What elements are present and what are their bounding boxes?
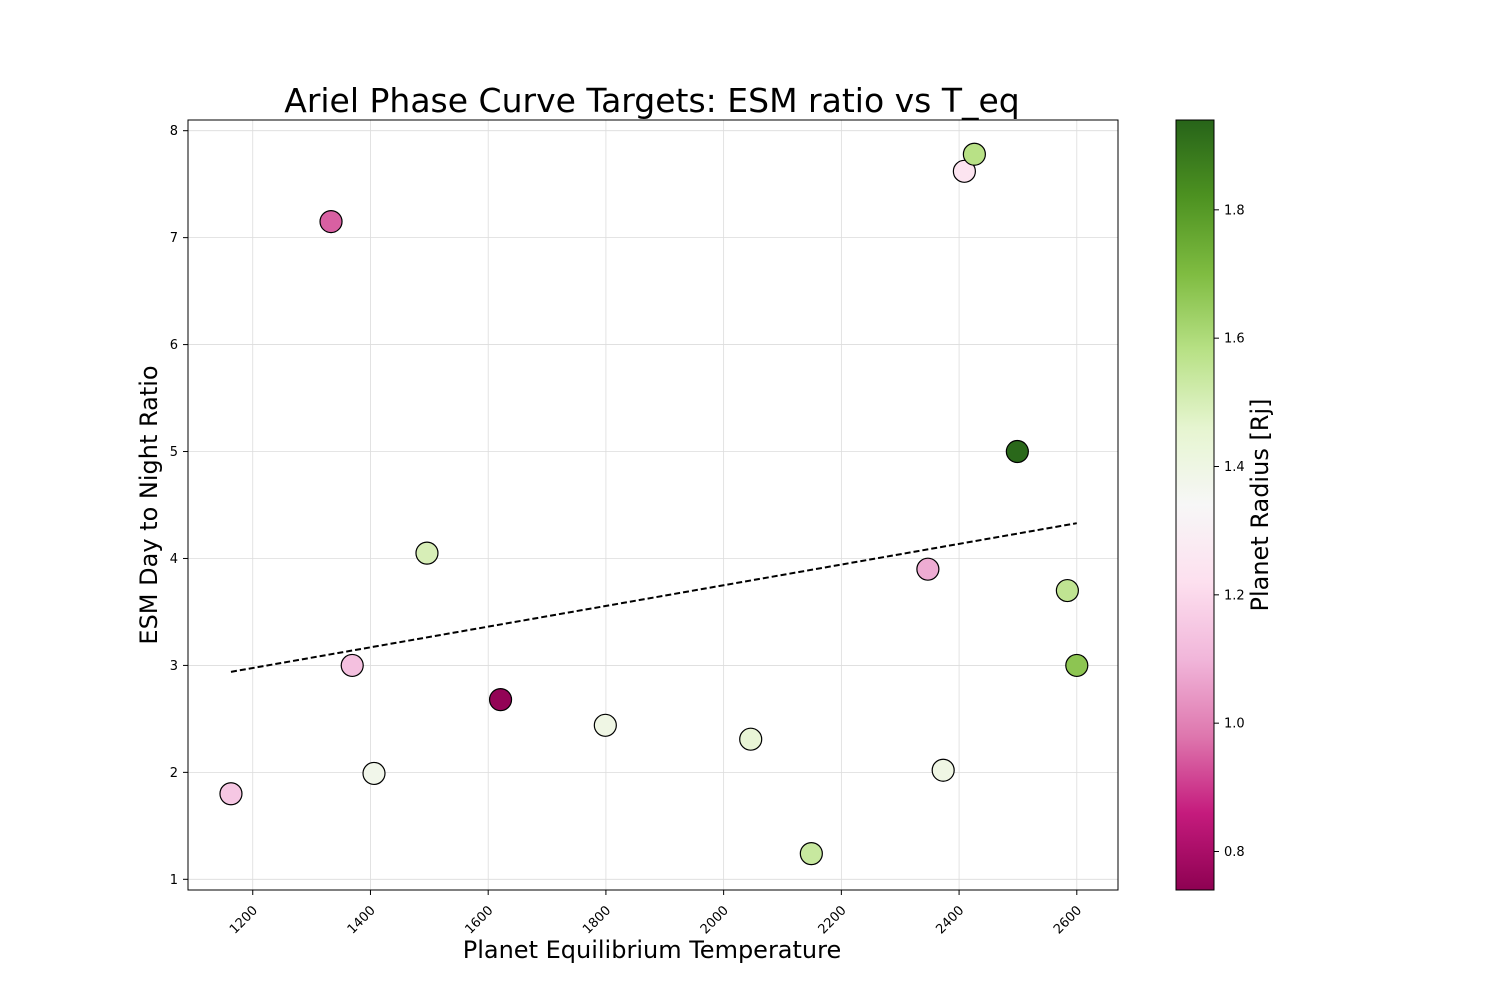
data-point xyxy=(593,713,617,737)
data-point xyxy=(219,782,243,806)
y-tick-label: 3 xyxy=(170,659,178,674)
y-tick-label: 1 xyxy=(170,873,178,888)
y-tick-label: 2 xyxy=(170,766,178,781)
y-tick-label: 4 xyxy=(170,552,178,567)
chart-title: Ariel Phase Curve Targets: ESM ratio vs … xyxy=(284,81,1020,120)
y-tick-label: 6 xyxy=(170,338,178,353)
trendline-layer xyxy=(230,522,1077,673)
x-tick-label: 1800 xyxy=(580,903,614,937)
x-axis-ticks: 1200 1400 1600 1800 2000 2200 2400 2600 xyxy=(227,890,1085,937)
data-point xyxy=(319,209,343,234)
x-tick-label: 1600 xyxy=(462,903,496,937)
y-tick-label: 5 xyxy=(170,445,178,460)
y-tick-label: 8 xyxy=(170,124,178,139)
x-tick-label: 2600 xyxy=(1051,903,1085,937)
grid xyxy=(188,120,1118,890)
plot-frame xyxy=(187,119,1119,891)
x-tick-label: 1400 xyxy=(345,903,379,937)
data-point xyxy=(488,688,513,712)
colorbar-label: Planet Radius [Rj] xyxy=(1246,398,1274,611)
data-point xyxy=(362,761,386,786)
trendline xyxy=(230,522,1077,673)
colorbar-tick-label: 1.6 xyxy=(1224,332,1245,347)
colorbar-tick-label: 1.2 xyxy=(1224,588,1245,603)
x-tick-label: 2400 xyxy=(933,903,967,937)
data-point xyxy=(1055,578,1079,603)
x-tick-label: 1200 xyxy=(227,903,261,937)
data-point xyxy=(739,727,763,751)
colorbar-ticks: 0.8 1.0 1.2 1.4 1.6 1.8 xyxy=(1214,203,1245,860)
data-point xyxy=(931,758,955,782)
colorbar: 0.8 1.0 1.2 1.4 1.6 1.8 Planet Radius [Rj] xyxy=(1175,119,1274,891)
colorbar-tick-label: 0.8 xyxy=(1224,845,1245,860)
y-axis-ticks: 1 2 3 4 5 6 7 8 xyxy=(170,124,188,888)
points-layer xyxy=(219,142,1089,866)
data-point xyxy=(340,653,364,678)
x-axis-label: Planet Equilibrium Temperature xyxy=(463,936,842,964)
data-point xyxy=(1005,439,1029,464)
colorbar-gradient xyxy=(1175,119,1215,891)
x-tick-label: 2200 xyxy=(816,903,850,937)
data-point xyxy=(916,557,940,581)
x-tick-label: 2000 xyxy=(698,903,732,937)
data-point xyxy=(799,842,823,866)
colorbar-tick-label: 1.0 xyxy=(1224,717,1245,732)
colorbar-tick-label: 1.4 xyxy=(1224,460,1245,475)
data-point xyxy=(962,142,986,166)
data-point xyxy=(1065,653,1089,678)
data-point xyxy=(952,159,976,183)
data-point xyxy=(415,541,439,565)
y-tick-label: 7 xyxy=(170,231,178,246)
colorbar-tick-label: 1.8 xyxy=(1224,203,1245,218)
y-axis-label: ESM Day to Night Ratio xyxy=(135,365,163,644)
